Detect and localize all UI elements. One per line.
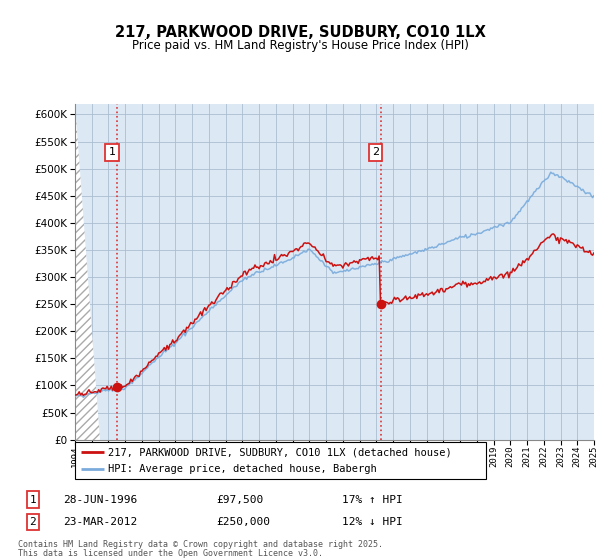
Text: 2: 2 [29, 517, 37, 527]
Text: 17% ↑ HPI: 17% ↑ HPI [342, 494, 403, 505]
Text: HPI: Average price, detached house, Babergh: HPI: Average price, detached house, Babe… [108, 464, 377, 474]
Text: £97,500: £97,500 [216, 494, 263, 505]
Text: £250,000: £250,000 [216, 517, 270, 527]
Text: 217, PARKWOOD DRIVE, SUDBURY, CO10 1LX: 217, PARKWOOD DRIVE, SUDBURY, CO10 1LX [115, 25, 485, 40]
Text: 2: 2 [372, 147, 379, 157]
Text: 217, PARKWOOD DRIVE, SUDBURY, CO10 1LX (detached house): 217, PARKWOOD DRIVE, SUDBURY, CO10 1LX (… [108, 447, 452, 457]
Text: Contains HM Land Registry data © Crown copyright and database right 2025.: Contains HM Land Registry data © Crown c… [18, 540, 383, 549]
Text: Price paid vs. HM Land Registry's House Price Index (HPI): Price paid vs. HM Land Registry's House … [131, 39, 469, 52]
Text: 1: 1 [109, 147, 115, 157]
Text: 1: 1 [29, 494, 37, 505]
Text: 23-MAR-2012: 23-MAR-2012 [63, 517, 137, 527]
Polygon shape [75, 104, 100, 440]
Text: 28-JUN-1996: 28-JUN-1996 [63, 494, 137, 505]
Text: This data is licensed under the Open Government Licence v3.0.: This data is licensed under the Open Gov… [18, 549, 323, 558]
Text: 12% ↓ HPI: 12% ↓ HPI [342, 517, 403, 527]
FancyBboxPatch shape [75, 442, 486, 479]
